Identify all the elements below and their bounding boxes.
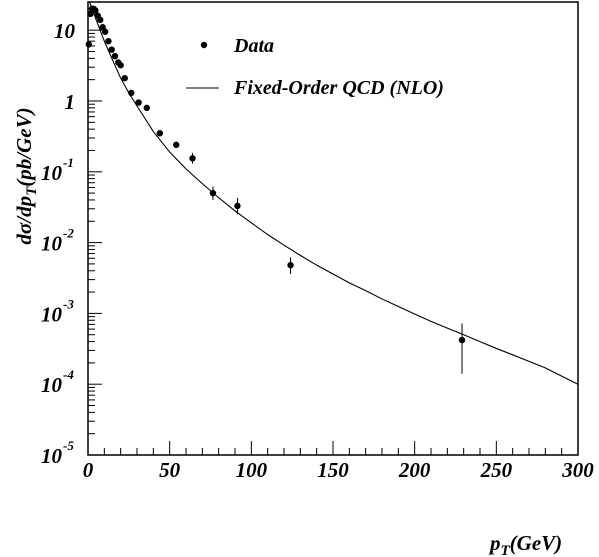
x-axis-title-text: pT(GeV) [488, 531, 562, 557]
y-tick-exponent: -5 [63, 438, 74, 453]
data-marker [128, 89, 135, 97]
data-point [85, 41, 93, 48]
x-tick-label: 300 [561, 458, 594, 482]
y-tick-label: 10 -5 [41, 438, 74, 468]
y-axis-title-main: dσ/dp [12, 196, 36, 245]
legend: Data Fixed-Order QCD (NLO) [186, 35, 444, 99]
legend-data-marker [200, 41, 208, 49]
data-point [111, 52, 119, 60]
y-tick-base: 10 [41, 161, 63, 185]
data-point [128, 89, 135, 97]
x-axis-title-main: p [488, 531, 501, 555]
data-point [97, 16, 104, 24]
legend-nlo-label: Fixed-Order QCD (NLO) [233, 77, 444, 99]
data-point [87, 10, 94, 18]
y-tick-base: 10 [41, 444, 63, 468]
data-marker [87, 10, 94, 18]
data-marker [156, 130, 164, 137]
x-tick-label: 200 [398, 458, 431, 482]
y-axis-title: dσ/dpT(pb/GeV) [12, 107, 40, 244]
data-marker [287, 261, 294, 269]
data-points [85, 5, 466, 374]
y-tick-base: 10 [54, 19, 76, 43]
data-marker [97, 16, 104, 24]
data-point [135, 99, 142, 106]
data-point [234, 197, 241, 215]
x-axis-title: pT(GeV) [488, 531, 562, 557]
data-marker [234, 202, 241, 210]
y-axis-title-text: dσ/dpT(pb/GeV) [12, 107, 40, 244]
data-point [173, 141, 180, 149]
data-marker [105, 37, 112, 45]
data-marker [121, 74, 128, 82]
data-point [121, 74, 128, 82]
legend-data-label: Data [233, 35, 274, 57]
y-tick-base: 10 [41, 302, 63, 326]
axes [87, 8, 579, 456]
data-point [108, 46, 115, 53]
data-point [189, 152, 196, 164]
data-point [143, 104, 150, 112]
y-tick-base: 10 [41, 373, 63, 397]
y-tick-base: 10 [41, 232, 63, 256]
data-marker [85, 41, 93, 48]
y-tick-exponent: -1 [63, 155, 74, 170]
y-tick-exponent: -3 [63, 296, 74, 311]
data-point [92, 7, 99, 14]
data-marker [135, 99, 142, 106]
y-tick-base: 1 [65, 90, 76, 114]
nlo-curve [89, 1, 579, 385]
x-tick-label: 50 [159, 458, 181, 482]
data-marker [143, 104, 150, 112]
data-point [101, 28, 109, 35]
x-tick-label: 250 [480, 458, 513, 482]
x-axis-title-unit: (GeV) [510, 531, 562, 555]
data-marker [111, 52, 119, 60]
data-point [458, 323, 466, 374]
data-marker [458, 336, 466, 344]
data-point [156, 130, 164, 137]
y-tick-label: 1 [65, 90, 76, 114]
curves [89, 1, 579, 385]
y-tick-label: 10 -3 [41, 296, 74, 326]
plot-frame [87, 1, 579, 456]
y-tick-label: 10 -4 [41, 367, 74, 397]
y-tick-label: 10 -1 [41, 155, 74, 185]
x-axis-title-sub: T [501, 543, 511, 557]
data-point [287, 257, 294, 275]
x-tick-label: 150 [317, 458, 349, 482]
data-marker [209, 189, 217, 197]
data-marker [117, 62, 124, 69]
y-tick-label: 10 -2 [41, 226, 74, 256]
data-marker [101, 28, 109, 35]
y-axis-title-sub: T [24, 186, 40, 196]
y-tick-exponent: -4 [63, 367, 74, 382]
x-tick-label: 0 [83, 458, 94, 482]
data-marker [189, 155, 196, 162]
x-tick-label: 100 [236, 458, 268, 482]
data-marker [108, 46, 115, 53]
y-tick-exponent: -2 [63, 226, 74, 241]
y-axis-title-unit: (pb/GeV) [12, 107, 36, 186]
data-marker [173, 141, 180, 149]
data-marker [92, 7, 99, 14]
data-point [105, 37, 112, 45]
y-tick-label: 10 [54, 19, 76, 43]
data-point [117, 62, 124, 69]
data-point [209, 186, 217, 200]
